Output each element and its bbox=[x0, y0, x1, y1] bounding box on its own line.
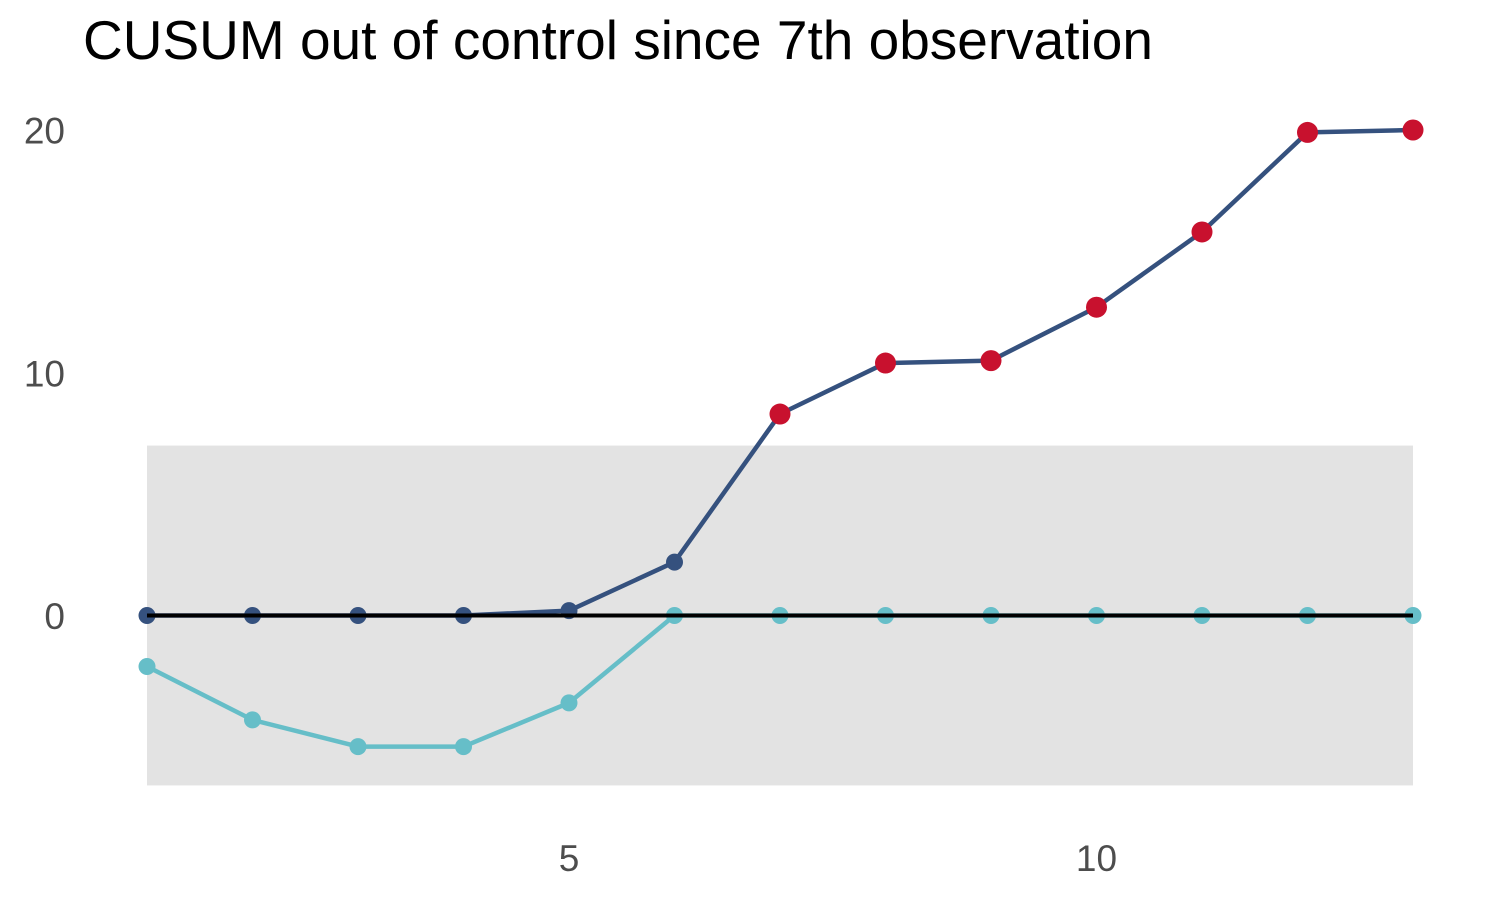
out-of-control-point-8 bbox=[875, 352, 896, 374]
lower-cusum-point-4 bbox=[455, 738, 472, 756]
chart-title: CUSUM out of control since 7th observati… bbox=[83, 9, 1153, 71]
out-of-control-point-7 bbox=[769, 403, 791, 425]
y-tick-label-20: 20 bbox=[24, 111, 65, 152]
lower-cusum-point-3 bbox=[349, 738, 367, 756]
lower-cusum-point-5 bbox=[560, 694, 578, 712]
out-of-control-point-9 bbox=[980, 350, 1002, 372]
y-tick-label-10: 10 bbox=[24, 353, 65, 394]
out-of-control-point-10 bbox=[1086, 296, 1107, 318]
x-tick-label-10: 10 bbox=[1076, 838, 1117, 879]
upper-cusum-point-6 bbox=[666, 553, 683, 571]
x-tick-label-5: 5 bbox=[559, 838, 580, 879]
out-of-control-point-11 bbox=[1191, 221, 1213, 243]
lower-cusum-point-2 bbox=[244, 711, 261, 729]
out-of-control-point-13 bbox=[1402, 119, 1424, 141]
out-of-control-point-12 bbox=[1297, 121, 1318, 143]
y-tick-label-0: 0 bbox=[44, 596, 65, 637]
lower-cusum-point-1 bbox=[138, 657, 156, 675]
